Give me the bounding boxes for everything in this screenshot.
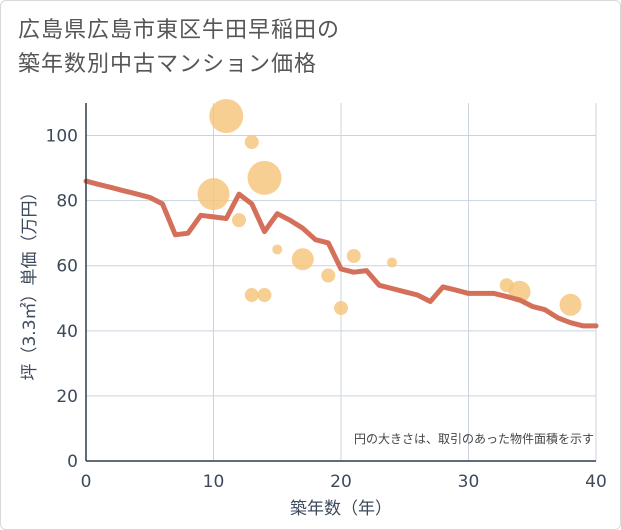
transaction-bubble [346, 248, 361, 263]
transaction-bubble [244, 135, 259, 150]
transaction-bubble [247, 160, 282, 195]
transaction-bubble [197, 178, 230, 211]
transaction-bubble [232, 213, 246, 228]
x-axis-title: 築年数（年） [290, 499, 392, 519]
transaction-bubble [244, 288, 259, 303]
y-axis-title: 坪（3.3㎡）単価（万円） [20, 183, 40, 380]
y-tick-label: 60 [56, 257, 78, 277]
transaction-bubble [291, 248, 314, 271]
y-tick-label: 100 [46, 127, 78, 147]
bubble-size-note: 円の大きさは、取引のあった物件面積を示す [354, 431, 594, 446]
chart-title-line-2: 築年数別中古マンション価格 [18, 52, 318, 77]
transaction-bubble [334, 301, 348, 316]
transaction-bubble [387, 257, 397, 268]
x-tick-label: 10 [203, 472, 225, 492]
transaction-bubble [272, 244, 283, 255]
average-line-path [83, 178, 599, 329]
axes: 0 10 20 30 40 0 20 40 60 80 100 [46, 103, 607, 492]
transaction-bubble [257, 288, 272, 303]
y-tick-label: 0 [67, 452, 78, 472]
transaction-bubble [321, 268, 336, 283]
chart-title-line-1: 広島県広島市東区牛田早稲田の [18, 18, 341, 43]
x-tick-label: 20 [330, 472, 352, 492]
chart-title: 広島県広島市東区牛田早稲田の 築年数別中古マンション価格 [18, 14, 340, 82]
transaction-bubble [209, 99, 244, 134]
x-tick-label: 0 [81, 472, 92, 492]
x-tick-label: 40 [585, 472, 607, 492]
x-tick-label: 30 [458, 472, 480, 492]
average-price-line [83, 178, 599, 329]
y-tick-label: 80 [56, 192, 78, 212]
transaction-bubble [559, 293, 582, 316]
y-tick-label: 20 [56, 387, 78, 407]
y-tick-label: 40 [56, 322, 78, 342]
